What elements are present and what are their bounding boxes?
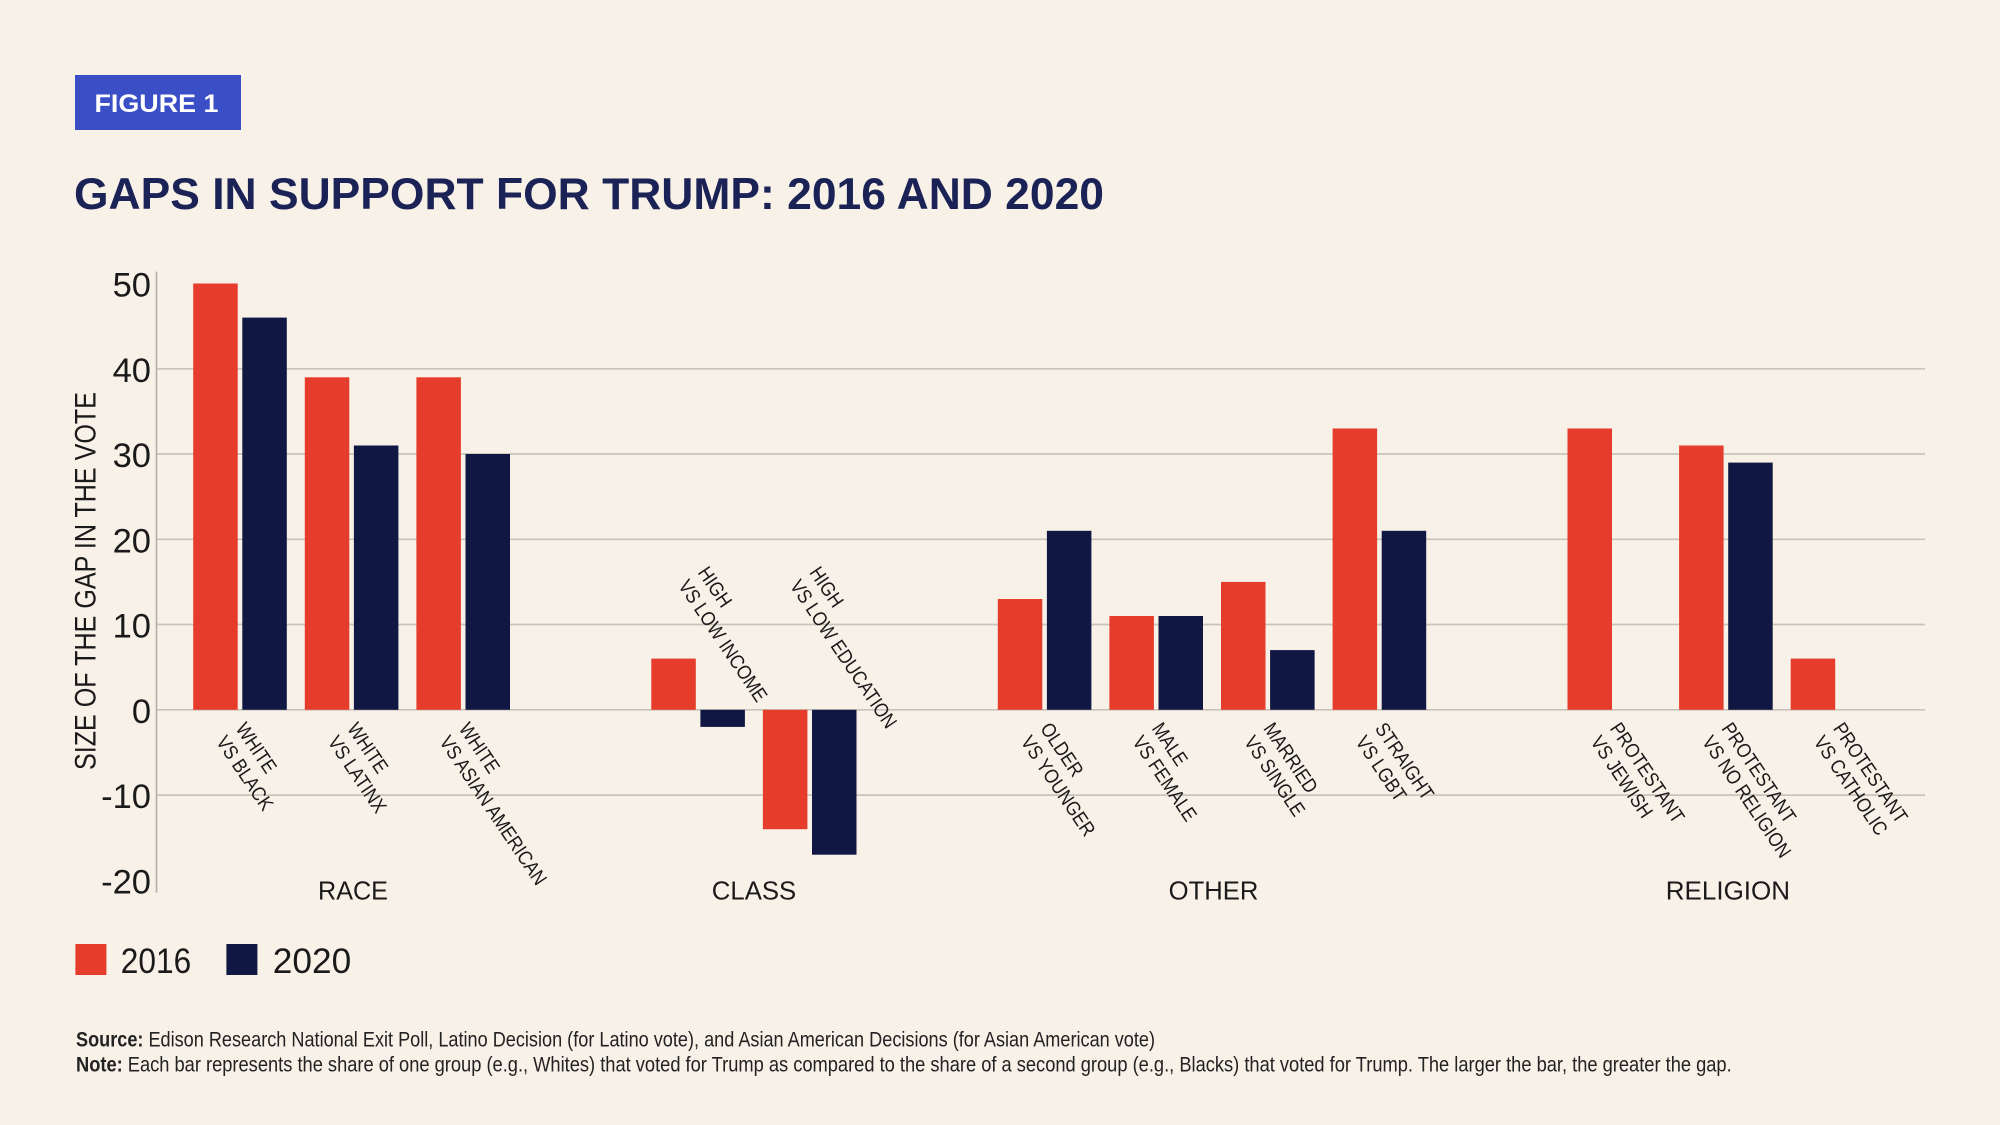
svg-text:10: 10 bbox=[113, 608, 151, 646]
svg-text:OTHER: OTHER bbox=[1169, 876, 1259, 906]
svg-text:30: 30 bbox=[113, 437, 151, 475]
svg-text:RACE: RACE bbox=[318, 876, 388, 906]
svg-text:-20: -20 bbox=[101, 863, 151, 901]
svg-text:0: 0 bbox=[132, 693, 151, 731]
svg-text:FIGURE 1: FIGURE 1 bbox=[95, 90, 219, 118]
svg-text:Note: Each bar represents the: Note: Each bar represents the share of o… bbox=[76, 1054, 1732, 1077]
svg-text:2020: 2020 bbox=[273, 942, 351, 981]
svg-text:RELIGION: RELIGION bbox=[1666, 876, 1790, 906]
svg-text:CLASS: CLASS bbox=[712, 876, 796, 906]
svg-text:2016: 2016 bbox=[121, 942, 191, 981]
svg-text:50: 50 bbox=[113, 267, 151, 305]
svg-text:40: 40 bbox=[113, 352, 151, 390]
svg-text:Source: Edison Research Nation: Source: Edison Research National Exit Po… bbox=[76, 1028, 1155, 1051]
svg-text:SIZE OF THE GAP IN THE VOTE: SIZE OF THE GAP IN THE VOTE bbox=[70, 392, 103, 770]
svg-text:20: 20 bbox=[113, 522, 151, 560]
svg-text:GAPS IN SUPPORT FOR TRUMP: 201: GAPS IN SUPPORT FOR TRUMP: 2016 AND 2020 bbox=[74, 170, 1104, 219]
svg-text:-10: -10 bbox=[101, 778, 151, 816]
